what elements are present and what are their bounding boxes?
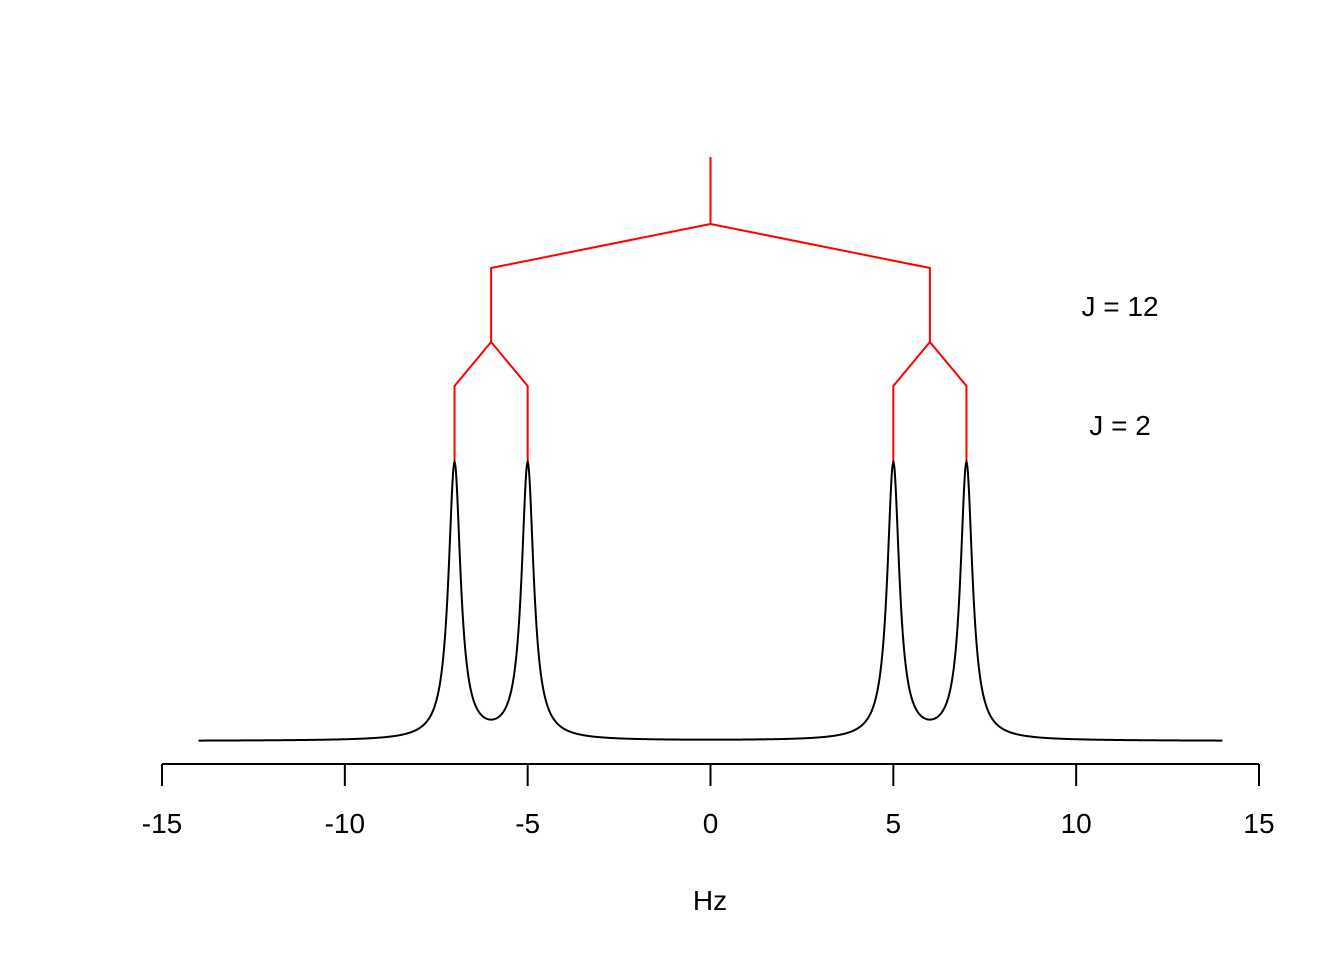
tree-branch-j2 xyxy=(892,341,931,462)
x-axis-title: Hz xyxy=(693,885,727,916)
x-tick-label: 10 xyxy=(1061,808,1092,839)
x-tick-label: 0 xyxy=(703,808,719,839)
tree-branch-j12 xyxy=(710,223,931,342)
x-tick-label: 15 xyxy=(1243,808,1274,839)
tree-branch-j2 xyxy=(490,341,529,462)
annotation-j-2: J = 2 xyxy=(1089,410,1150,441)
x-tick-label: -10 xyxy=(325,808,365,839)
x-tick-label: -5 xyxy=(515,808,540,839)
x-tick-label: 5 xyxy=(886,808,902,839)
x-axis: -15 -10 -5 0 5 10 15 xyxy=(142,763,1275,839)
splitting-tree xyxy=(453,157,968,462)
annotation-j-12: J = 12 xyxy=(1082,291,1159,322)
tree-branch-j2 xyxy=(453,341,492,462)
x-tick-label: -15 xyxy=(142,808,182,839)
tree-branch-j12 xyxy=(490,223,711,342)
spectrum-line xyxy=(198,459,1223,742)
tree-branch-j2 xyxy=(929,341,968,462)
